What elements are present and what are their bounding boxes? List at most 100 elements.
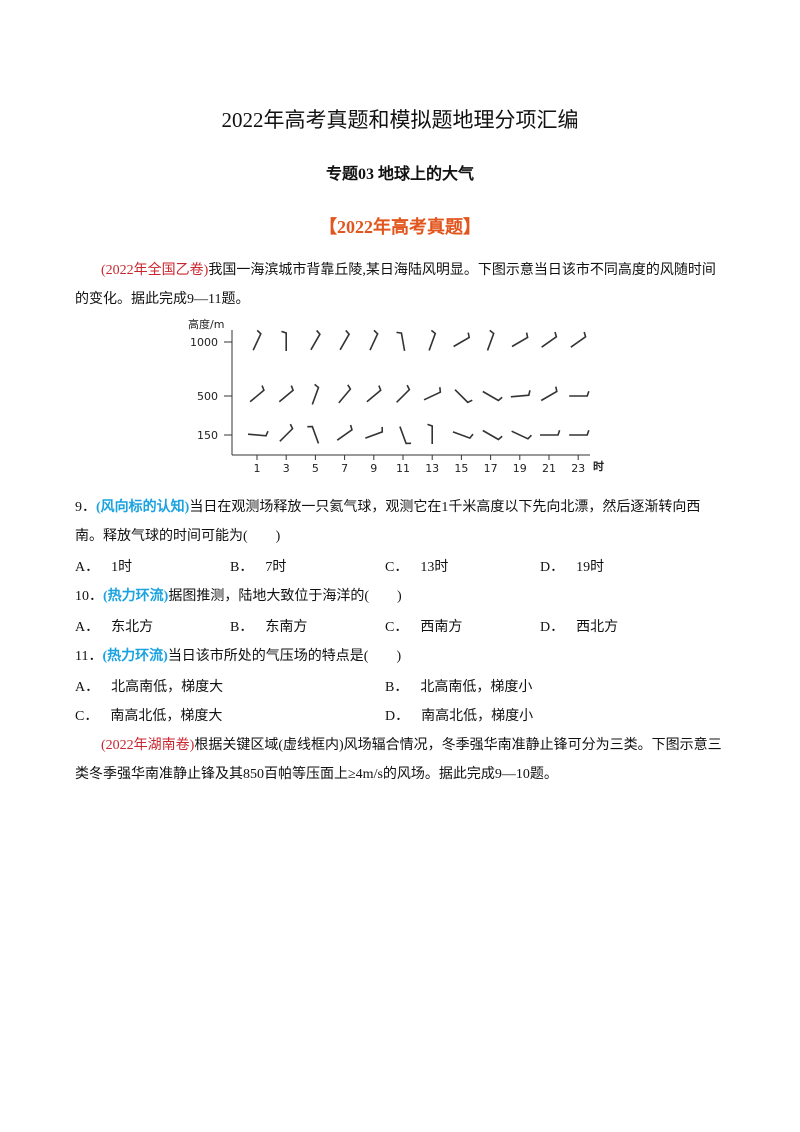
option: D． 19时 [540,556,604,576]
section-heading: 【2022年高考真题】 [319,217,481,237]
option-text: 南高北低，梯度小 [421,709,534,724]
passage-text: 我国一海滨城市背靠丘陵,某日海陆风明显。下图示意当日该市不同高度的风随时间的变化… [75,263,716,307]
q-tag: (风向标的认知) [96,500,190,515]
wind-barb [454,389,473,404]
option: A． 北高南低，梯度大 [75,676,223,696]
wind-barb [310,329,321,351]
wind-barb [540,430,561,436]
question: 9．(风向标的认知)当日在观测场释放一只氦气球，观测它在1千米高度以下先向北漂，… [75,493,727,551]
option-text: 北高南低，梯度小 [420,680,533,695]
x-label: 17 [484,462,498,475]
wind-barb [366,385,382,403]
option-text: 1时 [111,560,133,575]
x-label: 21 [542,462,556,475]
wind-barb [249,385,265,403]
option: B． 7时 [230,556,286,576]
source: (2022年全国乙卷) [101,263,209,278]
x-label: 11 [396,462,410,475]
title: 2022年高考真题和模拟题地理分项汇编 [221,108,579,132]
wind-barb [278,385,295,403]
passage: (2022年全国乙卷)我国一海滨城市背靠丘陵,某日海陆风明显。下图示意当日该市不… [75,256,727,314]
wind-barb [511,430,532,440]
option-letter: D． [540,620,565,635]
q-tag: (热力环流) [103,589,169,604]
option: A． 东北方 [75,616,153,636]
option-text: 19时 [576,560,605,575]
option-text: 北高南低，梯度大 [111,680,224,695]
wind-barb [541,331,558,348]
q-tag: (热力环流) [102,649,168,664]
y-label: 150 [197,429,218,442]
option: A． 1时 [75,556,132,576]
wind-barb [311,383,320,405]
y-label: 1000 [190,336,218,349]
wind-barb [453,332,471,348]
x-label: 13 [425,462,439,475]
wind-barb [423,387,442,401]
wind-barb [510,390,531,398]
y-axis-title: 高度/m [188,317,224,331]
passage-text: 根据关键区域(虚线框内)风场辐合情况，冬季强华南准静止锋可分为三类。下图示意三类… [75,738,722,782]
option: B． 北高南低，梯度小 [385,676,532,696]
x-label: 7 [341,462,348,475]
subtitle: 专题03 地球上的大气 [325,166,474,183]
wind-barb [281,330,287,351]
option-text: 东北方 [111,620,154,635]
option: C． 南高北低，梯度大 [75,705,222,725]
wind-barb [336,424,353,441]
wind-barb [482,390,503,402]
option-text: 南高北低，梯度大 [110,709,223,724]
wind-barb [511,332,529,348]
x-label: 19 [513,462,527,475]
question: 11．(热力环流)当日该市所处的气压场的特点是( ) [75,642,727,671]
option: D． 西北方 [540,616,618,636]
option-letter: A． [75,620,100,635]
passage: (2022年湖南卷)根据关键区域(虚线框内)风场辐合情况，冬季强华南准静止锋可分… [75,731,727,789]
wind-barb [252,329,262,351]
option-letter: C． [75,709,99,724]
option-letter: B． [230,620,254,635]
wind-barb [399,426,412,445]
wind-barb [396,331,406,352]
q-number: 9． [75,500,96,515]
x-unit: 时 [593,459,604,473]
wind-barb [247,430,269,437]
wind-barb [396,384,411,403]
q-number: 11． [75,649,103,664]
q-number: 10． [75,589,103,604]
option-letter: C． [385,620,409,635]
x-label: 15 [454,462,468,475]
x-label: 5 [312,462,319,475]
option-text: 7时 [265,560,287,575]
wind-barb [338,384,352,404]
wind-barb [486,329,495,351]
option: B． 东南方 [230,616,307,636]
option-text: 西南方 [420,620,463,635]
x-label: 9 [370,462,377,475]
question: 10．(热力环流)据图推测，陆地大致位于海洋的( ) [75,582,727,611]
option-letter: A． [75,680,100,695]
option-letter: B． [230,560,254,575]
option-text: 13时 [420,560,449,575]
option: C． 西南方 [385,616,462,636]
option-text: 西北方 [576,620,619,635]
option-letter: C． [385,560,409,575]
wind-barb [570,331,587,348]
wind-barb [427,423,433,444]
wind-barb [369,329,379,351]
wind-barb [307,425,320,444]
wind-barb [540,386,558,402]
wind-barb [339,329,351,351]
y-label: 500 [197,390,218,403]
q-text: 当日该市所处的气压场的特点是( ) [167,649,402,664]
x-label: 1 [254,462,261,475]
option: D． 南高北低，梯度小 [385,705,533,725]
x-label: 3 [283,462,290,475]
x-label: 23 [571,462,585,475]
q-text: 当日在观测场释放一只氦气球，观测它在1千米高度以下先向北漂，然后逐渐转向西南。释… [75,500,701,544]
wind-barb [482,429,503,441]
option-letter: D． [540,560,565,575]
wind-barb [569,430,590,436]
